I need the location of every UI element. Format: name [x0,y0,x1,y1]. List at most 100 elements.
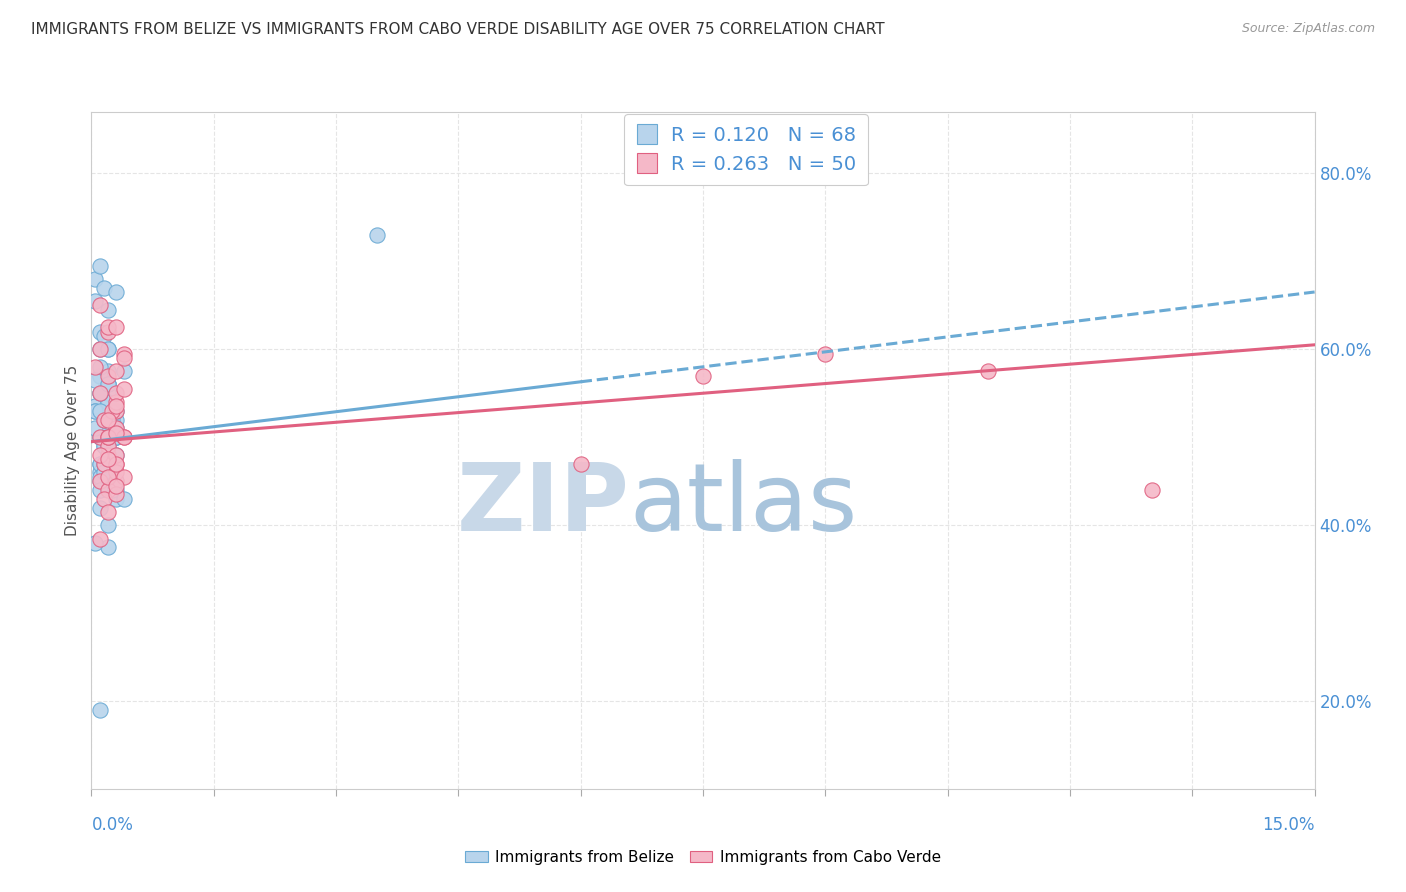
Point [814,346,837,360]
Point [104,487,127,501]
Point [89,475,111,489]
Point [112,470,135,484]
Legend: R = 0.120   N = 68, R = 0.263   N = 50: R = 0.120 N = 68, R = 0.263 N = 50 [624,114,868,186]
Point [101,412,124,426]
Point [97,430,120,444]
Point [104,425,127,440]
Point [97,483,120,497]
Point [104,421,127,435]
Point [104,475,127,489]
Text: 0.0%: 0.0% [91,816,134,834]
Point [97,364,120,378]
Point [89,259,111,273]
Point [93,280,115,294]
Point [93,329,115,343]
Point [104,466,127,480]
Point [84,359,107,374]
Point [89,386,111,401]
Point [89,325,111,339]
Point [89,466,111,480]
Point [97,377,120,392]
Point [104,491,127,506]
Point [104,478,127,492]
Point [97,448,120,462]
Point [97,448,120,462]
Point [104,430,127,444]
Point [97,541,120,555]
Point [104,448,127,462]
Text: IMMIGRANTS FROM BELIZE VS IMMIGRANTS FROM CABO VERDE DISABILITY AGE OVER 75 CORR: IMMIGRANTS FROM BELIZE VS IMMIGRANTS FRO… [31,22,884,37]
Point [89,368,111,383]
Point [84,404,107,418]
Point [93,491,115,506]
Point [112,382,135,396]
Point [93,412,115,426]
Point [97,377,120,392]
Point [93,457,115,471]
Text: Source: ZipAtlas.com: Source: ZipAtlas.com [1241,22,1375,36]
Point [112,430,135,444]
Point [97,342,120,356]
Point [104,404,127,418]
Point [89,470,111,484]
Point [89,386,111,401]
Point [89,457,111,471]
Point [104,457,127,471]
Point [84,404,107,418]
Point [93,439,115,453]
Text: 15.0%: 15.0% [1263,816,1315,834]
Point [97,386,120,401]
Point [97,368,120,383]
Point [97,430,120,444]
Point [89,500,111,515]
Point [89,532,111,546]
Point [89,430,111,444]
Point [104,320,127,334]
Point [89,368,111,383]
Point [104,448,127,462]
Point [101,483,124,497]
Point [97,466,120,480]
Point [104,395,127,409]
Point [89,448,111,462]
Legend: Immigrants from Belize, Immigrants from Cabo Verde: Immigrants from Belize, Immigrants from … [458,844,948,871]
Point [84,373,107,387]
Point [97,439,120,453]
Point [112,346,135,360]
Point [89,342,111,356]
Point [97,395,120,409]
Point [104,457,127,471]
Point [89,298,111,312]
Point [101,404,124,418]
Point [97,448,120,462]
Point [89,386,111,401]
Text: ZIP: ZIP [457,458,630,550]
Point [104,386,127,401]
Point [104,400,127,414]
Point [89,703,111,717]
Point [1140,483,1163,497]
Text: atlas: atlas [630,458,858,550]
Point [97,320,120,334]
Point [104,285,127,299]
Point [84,421,107,435]
Point [104,475,127,489]
Point [97,470,120,484]
Point [101,421,124,435]
Point [104,412,127,426]
Point [104,404,127,418]
Point [569,457,592,471]
Point [104,430,127,444]
Point [89,430,111,444]
Point [84,400,107,414]
Point [104,364,127,378]
Point [97,342,120,356]
Point [97,452,120,467]
Point [97,395,120,409]
Point [97,302,120,317]
Point [692,368,714,383]
Point [93,466,115,480]
Point [89,430,111,444]
Point [104,421,127,435]
Point [112,364,135,378]
